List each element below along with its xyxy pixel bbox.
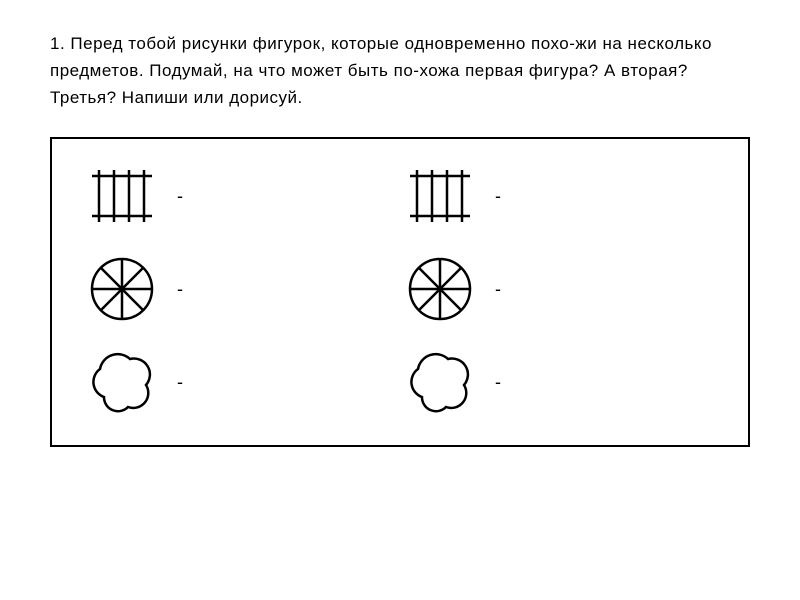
column-left: - - - (82, 159, 400, 425)
worksheet-area: - - - (50, 137, 750, 447)
dash-label: - (177, 372, 183, 393)
task-body: Перед тобой рисунки фигурок, которые одн… (50, 34, 712, 107)
figure-row-wheel-right: - (400, 252, 718, 327)
cloud-figure (400, 345, 480, 420)
wheel-figure (400, 252, 480, 327)
dash-label: - (177, 186, 183, 207)
cloud-figure (82, 345, 162, 420)
dash-label: - (495, 279, 501, 300)
figure-row-cloud-right: - (400, 345, 718, 420)
dash-label: - (495, 186, 501, 207)
grid-figure (400, 159, 480, 234)
task-number: 1. (50, 34, 65, 53)
figure-row-grid-left: - (82, 159, 400, 234)
figure-row-cloud-left: - (82, 345, 400, 420)
grid-figure (82, 159, 162, 234)
figure-row-wheel-left: - (82, 252, 400, 327)
task-instruction: 1. Перед тобой рисунки фигурок, которые … (50, 30, 750, 112)
figure-row-grid-right: - (400, 159, 718, 234)
wheel-figure (82, 252, 162, 327)
dash-label: - (177, 279, 183, 300)
dash-label: - (495, 372, 501, 393)
column-right: - - - (400, 159, 718, 425)
